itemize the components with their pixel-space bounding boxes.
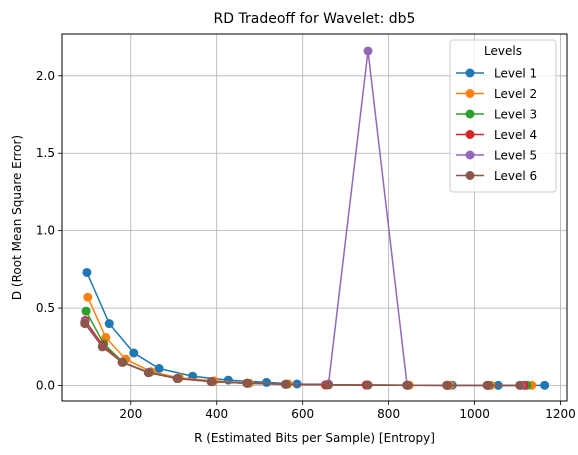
data-point (104, 319, 114, 329)
y-tick-label: 2.0 (36, 69, 55, 83)
legend-entry: Level 6 (456, 169, 537, 183)
data-point (80, 319, 90, 329)
data-point (280, 379, 290, 389)
legend-entries: Level 1 Level 2 Level 3 Level 4 Level 5 Level… (456, 67, 537, 183)
ticks: 200 400 600 800 1000 1200 0.0 0.5 1.0 1.5 2.0 (36, 69, 576, 421)
series-level-3 (81, 306, 532, 390)
plot-frame (61, 33, 568, 402)
x-tick-label: 400 (205, 407, 228, 421)
legend-label: Level 3 (494, 108, 537, 122)
legend-entry: Level 5 (456, 149, 537, 163)
y-tick-label: 1.0 (36, 224, 55, 238)
x-tick-label: 800 (377, 407, 400, 421)
y-tick-label: 0.5 (36, 301, 55, 315)
data-point (172, 374, 182, 384)
legend-label: Level 6 (494, 169, 537, 183)
data-point (154, 363, 164, 373)
data-point (117, 357, 127, 367)
data-point (482, 380, 492, 390)
data-point (97, 342, 107, 352)
y-tick-label: 0.0 (36, 379, 55, 393)
legend-title: Levels (484, 44, 522, 58)
x-tick-label: 1000 (459, 407, 490, 421)
legend-marker (465, 89, 475, 98)
series-layer (80, 46, 550, 390)
series-line (84, 323, 520, 387)
data-point (323, 380, 333, 390)
x-tick-label: 1200 (545, 407, 576, 421)
legend-entry: Level 4 (456, 128, 537, 142)
legend-entry: Level 3 (456, 108, 537, 122)
legend-entry: Level 1 (456, 67, 537, 81)
legend-marker (465, 109, 475, 119)
data-point (515, 380, 525, 390)
x-axis-label: R (Estimated Bits per Sample) [Entropy] (194, 431, 435, 445)
legend-label: Level 4 (494, 128, 537, 142)
legend-marker (465, 68, 475, 78)
data-point (262, 377, 272, 387)
data-point (82, 267, 92, 277)
data-point (143, 368, 153, 378)
data-point (363, 380, 373, 390)
legend-box (449, 39, 557, 193)
series-level-6 (80, 319, 525, 390)
legend-marker (465, 150, 475, 160)
y-axis-label: D (Root Mean Square Error) (10, 135, 24, 300)
chart-title: RD Tradeoff for Wavelet: db5 (214, 11, 416, 27)
x-tick-label: 200 (119, 407, 142, 421)
x-tick-label: 600 (291, 407, 314, 421)
data-point (81, 306, 91, 316)
legend-label: Level 5 (494, 149, 537, 163)
data-point (402, 380, 412, 390)
data-point (242, 378, 252, 388)
y-tick-label: 1.5 (36, 146, 55, 160)
legend-marker (465, 130, 475, 139)
data-point (442, 380, 452, 390)
legend-label: Level 1 (494, 67, 537, 81)
series-level-4 (80, 315, 529, 390)
data-point (83, 292, 93, 302)
legend-marker (465, 171, 475, 180)
data-point (129, 348, 139, 358)
legend-entry: Level 2 (456, 87, 537, 101)
data-point (540, 380, 550, 390)
data-point (206, 377, 216, 387)
data-point (363, 46, 373, 56)
legend-label: Level 2 (494, 87, 537, 101)
